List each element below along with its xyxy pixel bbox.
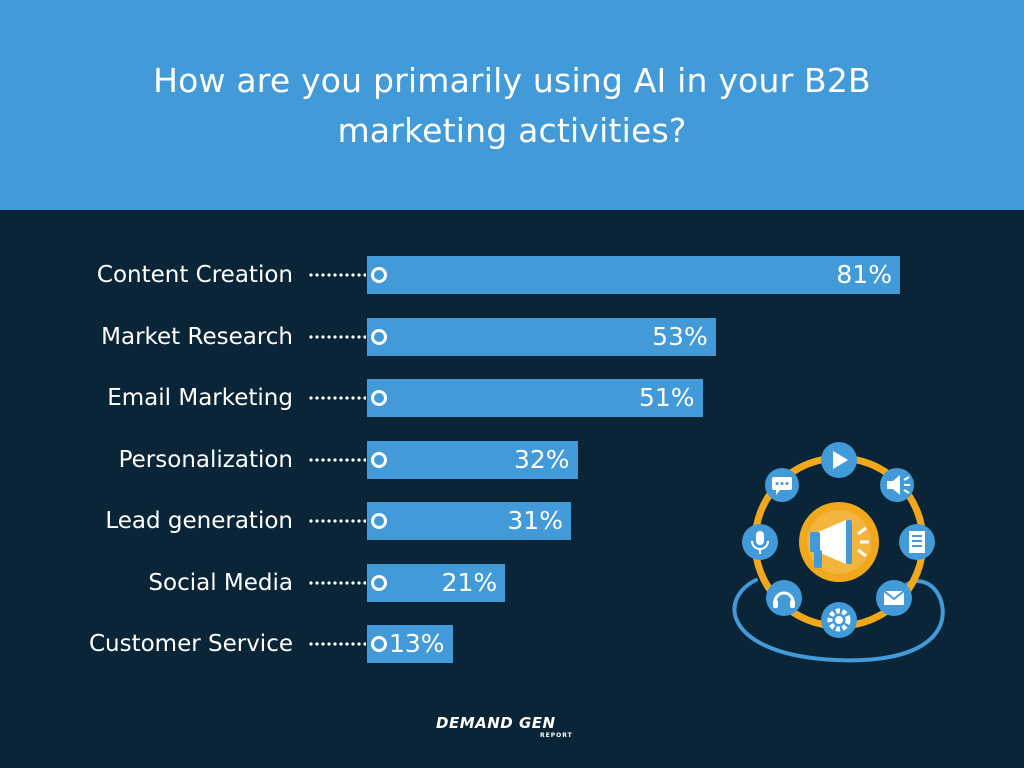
ai-marketing-illustration xyxy=(732,442,945,663)
bar-start-marker xyxy=(371,390,387,406)
bar-start-marker xyxy=(371,574,387,591)
document-icon xyxy=(899,524,935,560)
dotted-connector xyxy=(308,457,366,462)
mail-icon xyxy=(876,580,912,616)
headphones-icon xyxy=(766,580,802,616)
dotted-connector xyxy=(308,642,366,646)
dotted-connector xyxy=(308,519,366,523)
dotted-connector xyxy=(308,273,366,277)
logo-main-text: DEMAND GEN xyxy=(436,714,556,732)
bar-start-marker xyxy=(371,636,387,652)
bar-value-label: 21% xyxy=(441,567,498,597)
dotted-connector xyxy=(308,334,366,339)
logo-sub-text: REPORT xyxy=(540,732,573,739)
gear-icon xyxy=(821,602,857,638)
category-label: Market Research xyxy=(101,323,293,350)
category-label: Social Media xyxy=(148,569,293,596)
bar-value-label: 13% xyxy=(388,629,445,658)
bar: 81% xyxy=(367,256,900,294)
bar-value-label: 51% xyxy=(639,383,695,412)
bar: 51% xyxy=(367,379,703,417)
bar-start-marker xyxy=(371,328,387,345)
category-label: Email Marketing xyxy=(107,385,293,411)
category-label: Content Creation xyxy=(96,262,293,288)
dotted-connector xyxy=(308,396,366,400)
demand-gen-logo: DEMAND GEN REPORT xyxy=(436,714,573,739)
category-label: Personalization xyxy=(118,446,293,473)
play-icon xyxy=(821,442,857,478)
category-label: Lead generation xyxy=(105,508,293,534)
dotted-connector xyxy=(308,580,366,585)
bar-value-label: 32% xyxy=(513,444,570,474)
header-banner: How are you primarily using AI in your B… xyxy=(0,0,1024,210)
megaphone-icon xyxy=(799,502,879,582)
bar-start-marker xyxy=(371,513,387,529)
bar-value-label: 81% xyxy=(836,260,892,289)
category-label: Customer Service xyxy=(88,631,293,657)
bar-start-marker xyxy=(371,451,387,468)
chat-icon xyxy=(765,468,799,502)
bar-value-label: 31% xyxy=(507,506,563,535)
bar: 21% xyxy=(367,563,506,602)
microphone-icon xyxy=(742,524,778,560)
bar-value-label: 53% xyxy=(652,321,708,351)
bar-start-marker xyxy=(371,267,387,283)
speaker-icon xyxy=(880,468,914,502)
decorative-swoosh xyxy=(732,578,945,663)
bar: 53% xyxy=(367,317,716,356)
bar: 32% xyxy=(367,440,578,479)
chart-title: How are you primarily using AI in your B… xyxy=(153,61,871,150)
bar: 31% xyxy=(367,502,571,540)
